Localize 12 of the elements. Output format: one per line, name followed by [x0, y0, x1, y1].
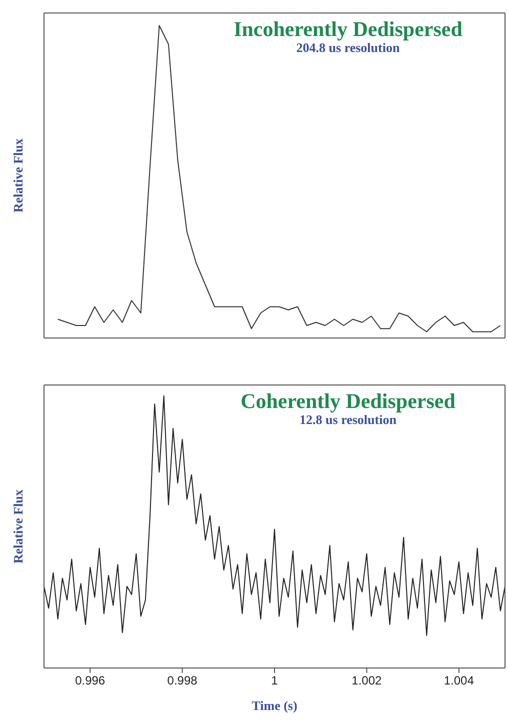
text: 204.8 us resolution [296, 40, 400, 56]
chart-title: Coherently Dedispersed [240, 389, 456, 413]
x-axis-title: Time (s) [252, 698, 298, 713]
x-tick-label: 1 [271, 674, 278, 688]
x-tick-label: 1.004 [444, 674, 474, 688]
chart-title: Incoherently Dedispersed [232, 17, 464, 41]
x-tick-label: 0.996 [75, 674, 106, 688]
y-axis-title: Relative Flux [10, 488, 26, 564]
x-tick-label: 1.002 [352, 674, 382, 688]
y-axis-title: Relative Flux [10, 138, 26, 213]
x-tick-label: 0.998 [167, 674, 198, 688]
text: 12.8 us resolution [300, 412, 396, 428]
